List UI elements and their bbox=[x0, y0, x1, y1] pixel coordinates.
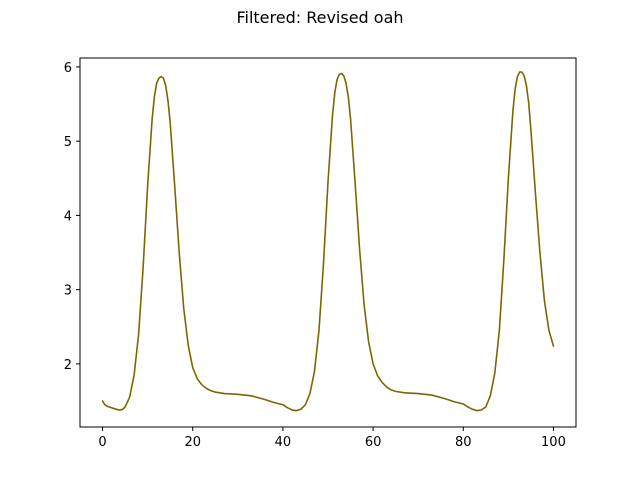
y-axis: 2 3 4 5 6 bbox=[64, 61, 80, 373]
y-tick-label: 6 bbox=[64, 61, 72, 76]
y-tick-label: 3 bbox=[64, 284, 72, 299]
x-axis: 0 20 40 60 80 100 bbox=[98, 427, 566, 450]
y-tick-label: 4 bbox=[64, 209, 72, 224]
x-tick-label: 80 bbox=[455, 435, 472, 450]
series-group bbox=[101, 71, 555, 412]
chart-title: Filtered: Revised oah bbox=[236, 8, 403, 27]
series-line bbox=[101, 71, 555, 412]
x-tick-label: 100 bbox=[541, 435, 566, 450]
y-tick-label: 2 bbox=[64, 358, 72, 373]
x-tick-label: 40 bbox=[275, 435, 292, 450]
x-tick-label: 0 bbox=[98, 435, 106, 450]
x-tick-label: 20 bbox=[184, 435, 201, 450]
plot-area-frame bbox=[79, 57, 577, 428]
x-tick-label: 60 bbox=[365, 435, 382, 450]
y-tick-label: 5 bbox=[64, 135, 72, 150]
